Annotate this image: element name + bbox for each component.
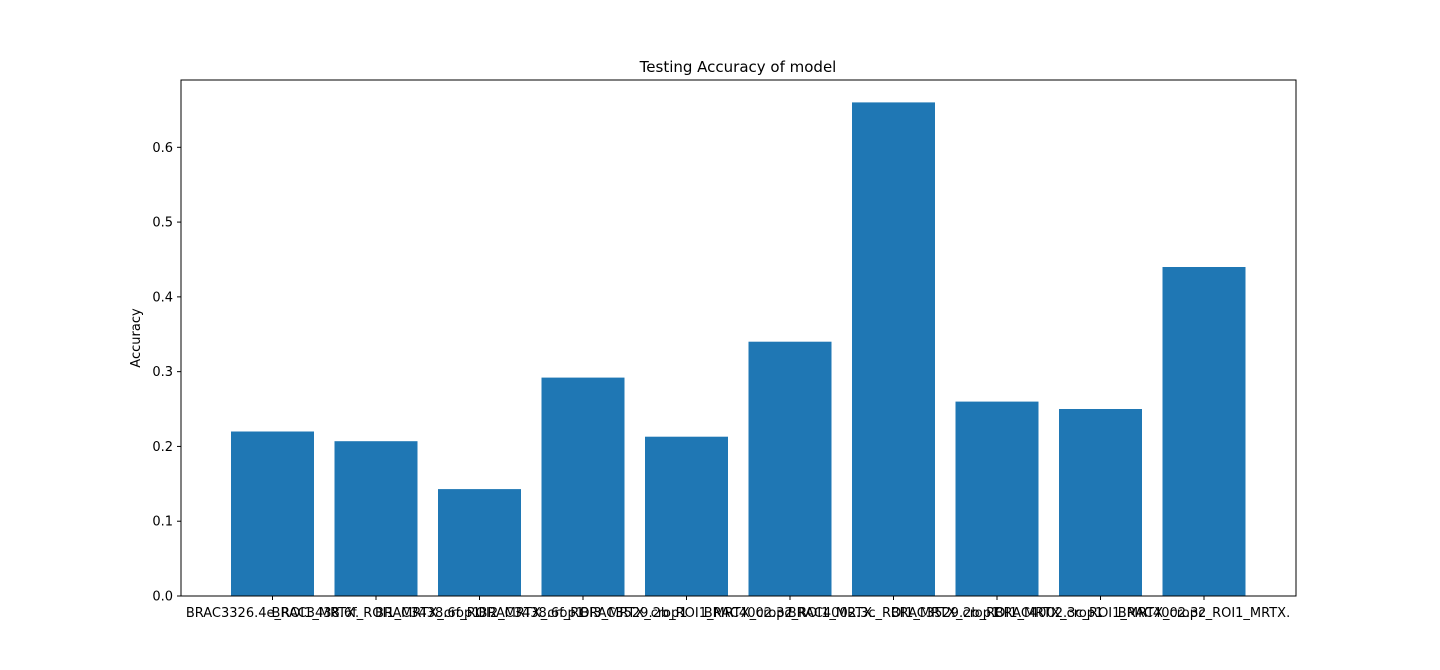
y-axis-label: Accuracy — [129, 308, 144, 368]
bar-4 — [541, 377, 625, 596]
bar-5 — [645, 436, 728, 596]
chart-title: Testing Accuracy of model — [639, 58, 837, 76]
bar-8 — [955, 401, 1039, 596]
bar-10 — [1162, 267, 1246, 596]
x-tick-label: BRAC3438.6f_ROI3_MRTX_crop1 — [479, 606, 688, 621]
plot-frame — [180, 79, 1297, 597]
bar-7 — [852, 102, 935, 597]
x-tick-label: BRAC3438.6f_ROI2_MRTX_crop1 — [375, 606, 584, 621]
y-tick-label: 0.2 — [152, 440, 173, 455]
y-tick-label: 0.5 — [152, 216, 173, 231]
y-tick-label: 0.1 — [152, 515, 173, 530]
bar-6 — [748, 341, 832, 596]
x-tick-label: BRAC4002.3c_ROI1_MRTX. — [1118, 606, 1290, 621]
x-tick-label: BRAC3529.2b_ROI1_MRTX_crop2 — [580, 606, 793, 621]
x-tick-label: BRAC3438.6f_ROI1_MRTX_crop1 — [272, 606, 481, 621]
bar-9 — [1059, 409, 1142, 596]
x-tick-label: BRAC3326.4e_ROI1_MRTX. — [186, 606, 359, 621]
y-tick-label: 0.6 — [152, 141, 173, 156]
bar-3 — [438, 489, 521, 596]
x-tick-label: BRAC4002.3c_ROI1_MRTX_crop1 — [788, 606, 1000, 621]
y-axis: 0.0 0.1 0.2 0.3 0.4 0.5 0.6 — [152, 141, 181, 605]
x-axis: BRAC3326.4e_ROI1_MRTX.BRAC3438.6f_ROI1_M… — [186, 596, 1290, 621]
bar-2 — [334, 441, 418, 596]
bars-group — [231, 102, 1246, 597]
y-tick-label: 0.0 — [152, 590, 173, 605]
x-tick-label: BRAC3529.2b_ROI1_MRTX_crop1 — [891, 606, 1104, 621]
bar-1 — [231, 431, 314, 596]
x-tick-label: BRAC4002.3c_ROI1_MRTX_crop2 — [995, 606, 1207, 621]
y-tick-label: 0.3 — [152, 365, 173, 380]
x-tick-label: BRAC4002.3c_ROI1_MRTX. — [704, 606, 876, 621]
y-tick-label: 0.4 — [152, 290, 173, 305]
